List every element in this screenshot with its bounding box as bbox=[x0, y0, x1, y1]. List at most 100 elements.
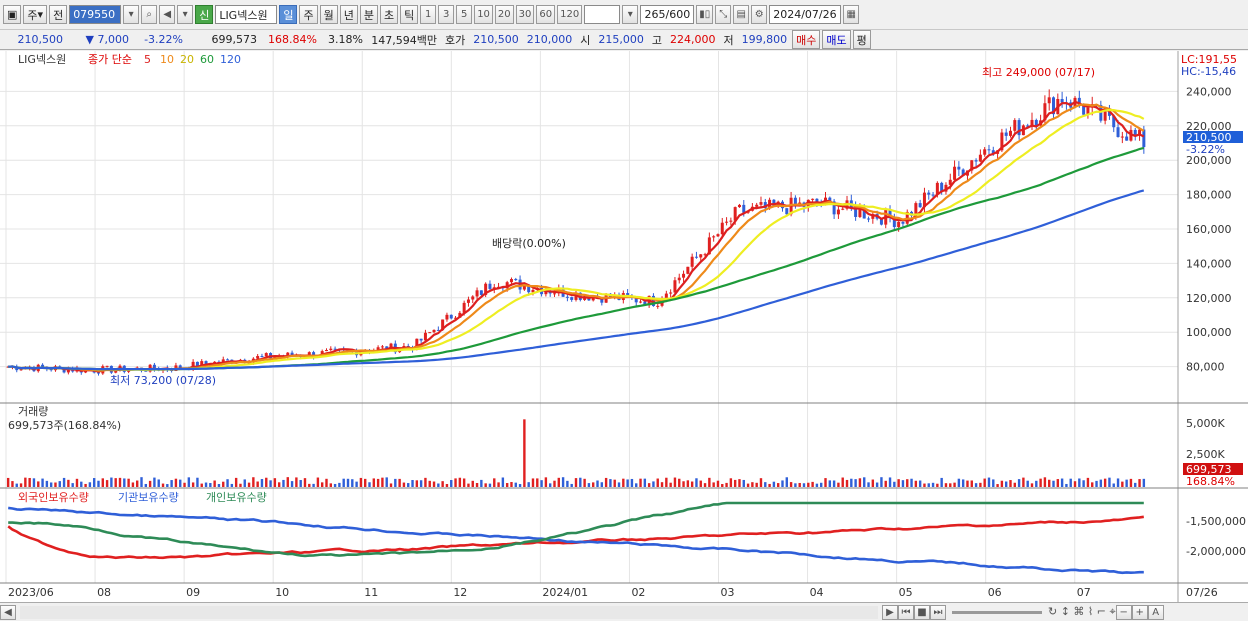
candle-body bbox=[114, 369, 118, 373]
zoom-slider[interactable] bbox=[952, 610, 1042, 614]
volume-bar bbox=[592, 482, 595, 487]
volume-bar bbox=[901, 480, 905, 487]
interval-30[interactable]: 30 bbox=[515, 5, 535, 24]
candle-body bbox=[488, 283, 492, 289]
save-icon[interactable]: ▤ bbox=[733, 5, 750, 24]
candle-body bbox=[694, 256, 698, 258]
candle-body bbox=[1013, 120, 1017, 131]
interval-1[interactable]: 1 bbox=[420, 5, 437, 24]
interval-20[interactable]: 20 bbox=[494, 5, 514, 24]
volume-bar bbox=[609, 479, 612, 487]
volume-bar bbox=[871, 479, 875, 487]
candle-body bbox=[1125, 136, 1129, 141]
period-year[interactable]: 년 bbox=[339, 5, 358, 24]
candle-body bbox=[755, 204, 759, 207]
candle-body bbox=[983, 149, 987, 155]
period-second[interactable]: 초 bbox=[379, 5, 399, 24]
first-icon[interactable]: ⏮ bbox=[898, 604, 914, 620]
price-change: ▼ 7,000 bbox=[85, 33, 129, 46]
x-tick-label: 03 bbox=[721, 586, 735, 599]
holding-line-0 bbox=[7, 515, 1144, 560]
volume-bar bbox=[781, 480, 784, 487]
low-label: 저 bbox=[723, 33, 734, 47]
volume-bar bbox=[776, 483, 780, 487]
scroll-right-icon[interactable]: ▶ bbox=[882, 604, 898, 620]
search-icon[interactable]: ⌕ bbox=[141, 5, 158, 24]
buy-button[interactable]: 매수 bbox=[792, 30, 821, 49]
volume-bar bbox=[127, 478, 130, 487]
volume-bar bbox=[1138, 479, 1141, 487]
interval-10[interactable]: 10 bbox=[474, 5, 493, 24]
candle-body bbox=[1034, 119, 1038, 126]
period-week[interactable]: 주 bbox=[299, 5, 318, 24]
low-price: 199,800 bbox=[741, 33, 788, 46]
volume-bar bbox=[850, 478, 853, 487]
candle-body bbox=[286, 352, 290, 357]
holding-tick-2000000: -2,000,000 bbox=[1186, 545, 1246, 558]
gear-icon[interactable]: ⚙ bbox=[751, 5, 768, 24]
last-icon[interactable]: ⏭ bbox=[930, 604, 946, 620]
last-pct-label: -3.22% bbox=[1186, 143, 1225, 156]
interval-5[interactable]: 5 bbox=[456, 5, 473, 24]
volume-bar bbox=[49, 482, 53, 487]
draw-icon[interactable]: ⤡ bbox=[715, 5, 732, 24]
period-tick[interactable]: 틱 bbox=[400, 5, 419, 24]
sell-button[interactable]: 매도 bbox=[822, 30, 851, 49]
scroll-left-icon[interactable]: ◀ bbox=[0, 604, 16, 620]
period-month[interactable]: 월 bbox=[319, 5, 338, 24]
volume-bar bbox=[342, 478, 345, 487]
volume-last-badge bbox=[1183, 463, 1243, 475]
y-tick-label: 220,000 bbox=[1186, 120, 1232, 133]
candle-icon[interactable]: ▮▯ bbox=[696, 5, 714, 24]
text-size-icon[interactable]: A bbox=[1147, 604, 1164, 620]
candle-body bbox=[785, 208, 789, 215]
custom-interval-input[interactable] bbox=[584, 5, 621, 24]
volume-bar bbox=[290, 481, 294, 487]
interval-60[interactable]: 60 bbox=[536, 5, 556, 24]
y-tick-label: 160,000 bbox=[1186, 223, 1232, 236]
scroll-track[interactable] bbox=[20, 605, 878, 619]
candle-body bbox=[953, 166, 957, 180]
count-field[interactable]: 265/600 bbox=[640, 5, 695, 24]
candle-body bbox=[144, 370, 148, 372]
jeon-button[interactable]: 전 bbox=[49, 5, 68, 24]
candle-body bbox=[729, 220, 733, 222]
calendar-icon[interactable]: ▦ bbox=[843, 5, 860, 24]
period-select[interactable]: 주 ▾ bbox=[23, 5, 48, 24]
stock-code-input[interactable]: 079550 bbox=[69, 5, 122, 24]
volume-bar bbox=[635, 483, 638, 487]
period-day[interactable]: 일 bbox=[279, 5, 298, 24]
candle-body bbox=[432, 329, 436, 333]
candle-body bbox=[380, 346, 384, 348]
candle-body bbox=[600, 297, 604, 303]
volume-bar bbox=[957, 478, 961, 487]
volume-bar bbox=[1004, 481, 1008, 487]
chart-type-icon[interactable]: ▣ bbox=[3, 5, 22, 24]
date-field[interactable]: 2024/07/26 bbox=[769, 5, 842, 24]
interval-dropdown-icon[interactable]: ▾ bbox=[622, 5, 639, 24]
zoom-in-icon[interactable]: + bbox=[1131, 604, 1148, 620]
volume-bar bbox=[6, 477, 10, 487]
stop-icon[interactable]: ■ bbox=[914, 604, 930, 620]
average-button[interactable]: 평 bbox=[852, 30, 871, 49]
interval-3[interactable]: 3 bbox=[438, 5, 455, 24]
zoom-out-icon[interactable]: − bbox=[1115, 604, 1132, 620]
period-minute[interactable]: 분 bbox=[359, 5, 378, 24]
candle-body bbox=[290, 352, 294, 356]
candle-body bbox=[712, 236, 716, 238]
candle-body bbox=[531, 289, 535, 293]
volume-bar bbox=[333, 483, 337, 487]
last-price-label: 210,500 bbox=[1186, 131, 1232, 144]
volume-bar bbox=[260, 479, 264, 487]
volume-bar bbox=[407, 483, 410, 487]
code-dropdown-icon[interactable]: ▾ bbox=[123, 5, 140, 24]
volume-bar bbox=[355, 481, 358, 487]
legend-institution: 기관보유수량 bbox=[118, 491, 179, 504]
candle-body bbox=[329, 348, 333, 350]
volume-bar bbox=[428, 480, 431, 487]
interval-120[interactable]: 120 bbox=[557, 5, 583, 24]
volume-bar bbox=[514, 482, 517, 487]
speaker-icon[interactable]: ◀ bbox=[159, 5, 176, 24]
drawing-tools-icon[interactable]: ↻ ↕ ⌘ ⌇ ⌐ ⌖ bbox=[1048, 605, 1116, 618]
speaker-dropdown-icon[interactable]: ▾ bbox=[177, 5, 194, 24]
